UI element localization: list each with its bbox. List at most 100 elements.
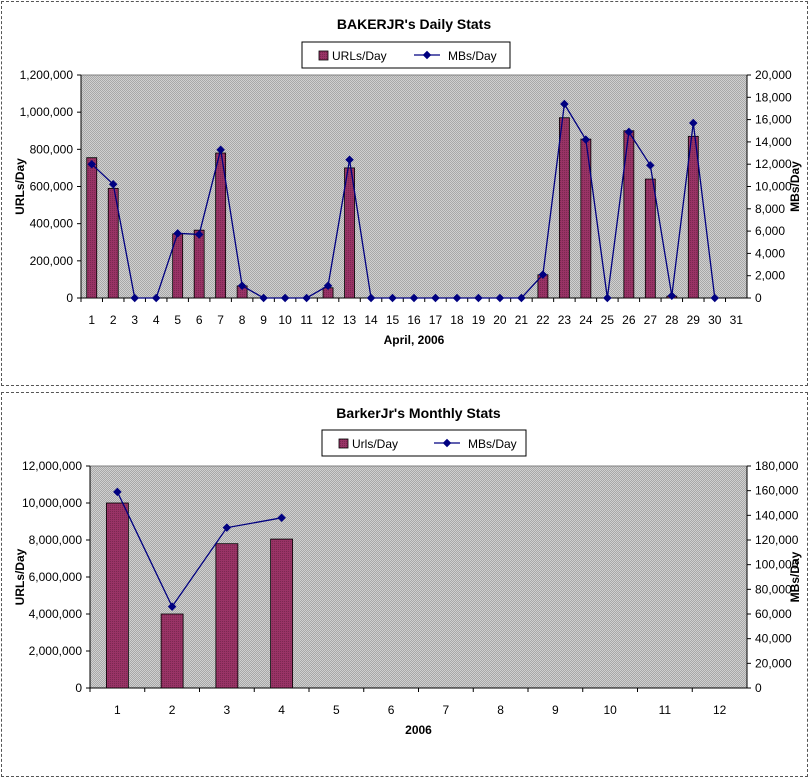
x-tick-label: 9 bbox=[552, 703, 559, 717]
x-tick-label: 22 bbox=[536, 313, 550, 327]
x-tick-label: 9 bbox=[260, 313, 267, 327]
line-point bbox=[345, 155, 354, 164]
x-tick-label: 28 bbox=[665, 313, 679, 327]
line-point bbox=[173, 229, 182, 238]
x-tick-label: 6 bbox=[388, 703, 395, 717]
x-tick-label: 7 bbox=[217, 313, 224, 327]
line-point bbox=[710, 293, 720, 303]
x-tick-label: 11 bbox=[300, 313, 313, 327]
x-tick-label: 18 bbox=[450, 313, 464, 327]
x-tick-label: 7 bbox=[443, 703, 450, 717]
x-tick-label: 5 bbox=[174, 313, 181, 327]
x-tick-label: 13 bbox=[343, 313, 357, 327]
y-tick-label: 12,000,000 bbox=[22, 459, 82, 473]
x-tick-label: 8 bbox=[239, 313, 246, 327]
x-tick-label: 31 bbox=[730, 313, 744, 327]
y2-tick-label: 2,000 bbox=[755, 269, 785, 283]
x-tick-label: 3 bbox=[224, 703, 231, 717]
line-point bbox=[130, 293, 139, 303]
bar bbox=[160, 613, 184, 689]
y-tick-label: 800,000 bbox=[30, 142, 74, 156]
y2-tick-label: 18,000 bbox=[755, 90, 792, 104]
y2-tick-label: 120,000 bbox=[755, 533, 799, 547]
x-axis-title: April, 2006 bbox=[384, 333, 445, 347]
x-tick-label: 20 bbox=[493, 313, 507, 327]
line-point bbox=[108, 180, 118, 189]
x-tick-label: 10 bbox=[603, 703, 617, 717]
x-tick-label: 4 bbox=[278, 703, 285, 717]
line-point bbox=[667, 291, 677, 301]
chart-title: BAKERJR's Daily Stats bbox=[337, 16, 491, 32]
line-point bbox=[431, 293, 440, 303]
bar bbox=[344, 167, 355, 299]
y2-tick-label: 0 bbox=[755, 681, 762, 695]
line-point bbox=[151, 293, 161, 303]
x-tick-label: 12 bbox=[321, 313, 335, 327]
x-tick-label: 29 bbox=[687, 313, 701, 327]
legend: URLs/Day MBs/Day bbox=[301, 41, 511, 69]
monthly-stats-chart: BarkerJr's Monthly Stats Urls/Day MBs/Day 0… bbox=[13, 405, 802, 737]
y2-axis-title: MBs/Day bbox=[788, 551, 802, 602]
y-axis-title: URLs/Day bbox=[13, 548, 27, 605]
y-tick-label: 10,000,000 bbox=[22, 496, 82, 510]
x-tick-label: 1 bbox=[88, 313, 95, 327]
y2-tick-label: 40,000 bbox=[755, 632, 792, 646]
bar bbox=[86, 157, 98, 299]
x-tick-label: 25 bbox=[601, 313, 615, 327]
y2-tick-label: 20,000 bbox=[755, 656, 792, 670]
line-point bbox=[216, 145, 225, 154]
x-tick-label: 12 bbox=[713, 703, 727, 717]
y2-tick-label: 4,000 bbox=[755, 246, 785, 260]
legend-bar-swatch bbox=[318, 50, 329, 61]
y-tick-label: 4,000,000 bbox=[29, 607, 83, 621]
x-tick-label: 14 bbox=[364, 313, 378, 327]
y-tick-label: 1,000,000 bbox=[20, 105, 74, 119]
line-point bbox=[87, 159, 96, 169]
y2-tick-label: 80,000 bbox=[755, 582, 792, 596]
x-tick-label: 16 bbox=[407, 313, 421, 327]
x-tick-label: 5 bbox=[333, 703, 340, 717]
legend-box bbox=[321, 429, 527, 457]
line-point bbox=[495, 293, 505, 303]
x-tick-label: 6 bbox=[196, 313, 203, 327]
line-point bbox=[302, 293, 311, 303]
line-point bbox=[277, 513, 286, 523]
line-point bbox=[366, 293, 376, 303]
line-point bbox=[323, 281, 333, 290]
y2-tick-label: 100,000 bbox=[755, 558, 799, 572]
y2-tick-label: 140,000 bbox=[755, 508, 799, 522]
bar bbox=[105, 502, 129, 689]
legend-line-marker bbox=[422, 50, 432, 60]
bar bbox=[215, 543, 239, 689]
x-axis-title: 2006 bbox=[405, 723, 432, 737]
y2-tick-label: 180,000 bbox=[755, 459, 799, 473]
y-tick-label: 600,000 bbox=[30, 180, 74, 194]
x-tick-label: 23 bbox=[558, 313, 572, 327]
x-tick-label: 19 bbox=[472, 313, 486, 327]
line-point bbox=[167, 602, 177, 611]
legend-label-line: MBs/Day bbox=[448, 49, 497, 63]
y2-tick-label: 6,000 bbox=[755, 224, 785, 238]
y-tick-label: 2,000,000 bbox=[29, 644, 83, 658]
x-tick-label: 1 bbox=[114, 703, 121, 717]
bar bbox=[193, 229, 205, 299]
y-tick-label: 0 bbox=[66, 291, 73, 305]
line-point bbox=[517, 293, 526, 303]
legend-label-line: MBs/Day bbox=[468, 437, 517, 451]
x-tick-label: 15 bbox=[386, 313, 400, 327]
y-tick-label: 1,200,000 bbox=[20, 68, 74, 82]
y2-tick-label: 8,000 bbox=[755, 202, 785, 216]
line-point bbox=[194, 230, 204, 239]
line-point bbox=[538, 270, 548, 279]
legend: Urls/Day MBs/Day bbox=[321, 429, 527, 457]
x-tick-label: 21 bbox=[515, 313, 529, 327]
y2-tick-label: 0 bbox=[755, 291, 762, 305]
bar bbox=[687, 135, 699, 299]
bar bbox=[558, 117, 570, 299]
line-point bbox=[222, 523, 232, 532]
y-tick-label: 200,000 bbox=[30, 254, 74, 268]
legend-box bbox=[301, 41, 511, 69]
y-tick-label: 0 bbox=[75, 681, 82, 695]
line-point bbox=[474, 293, 483, 303]
